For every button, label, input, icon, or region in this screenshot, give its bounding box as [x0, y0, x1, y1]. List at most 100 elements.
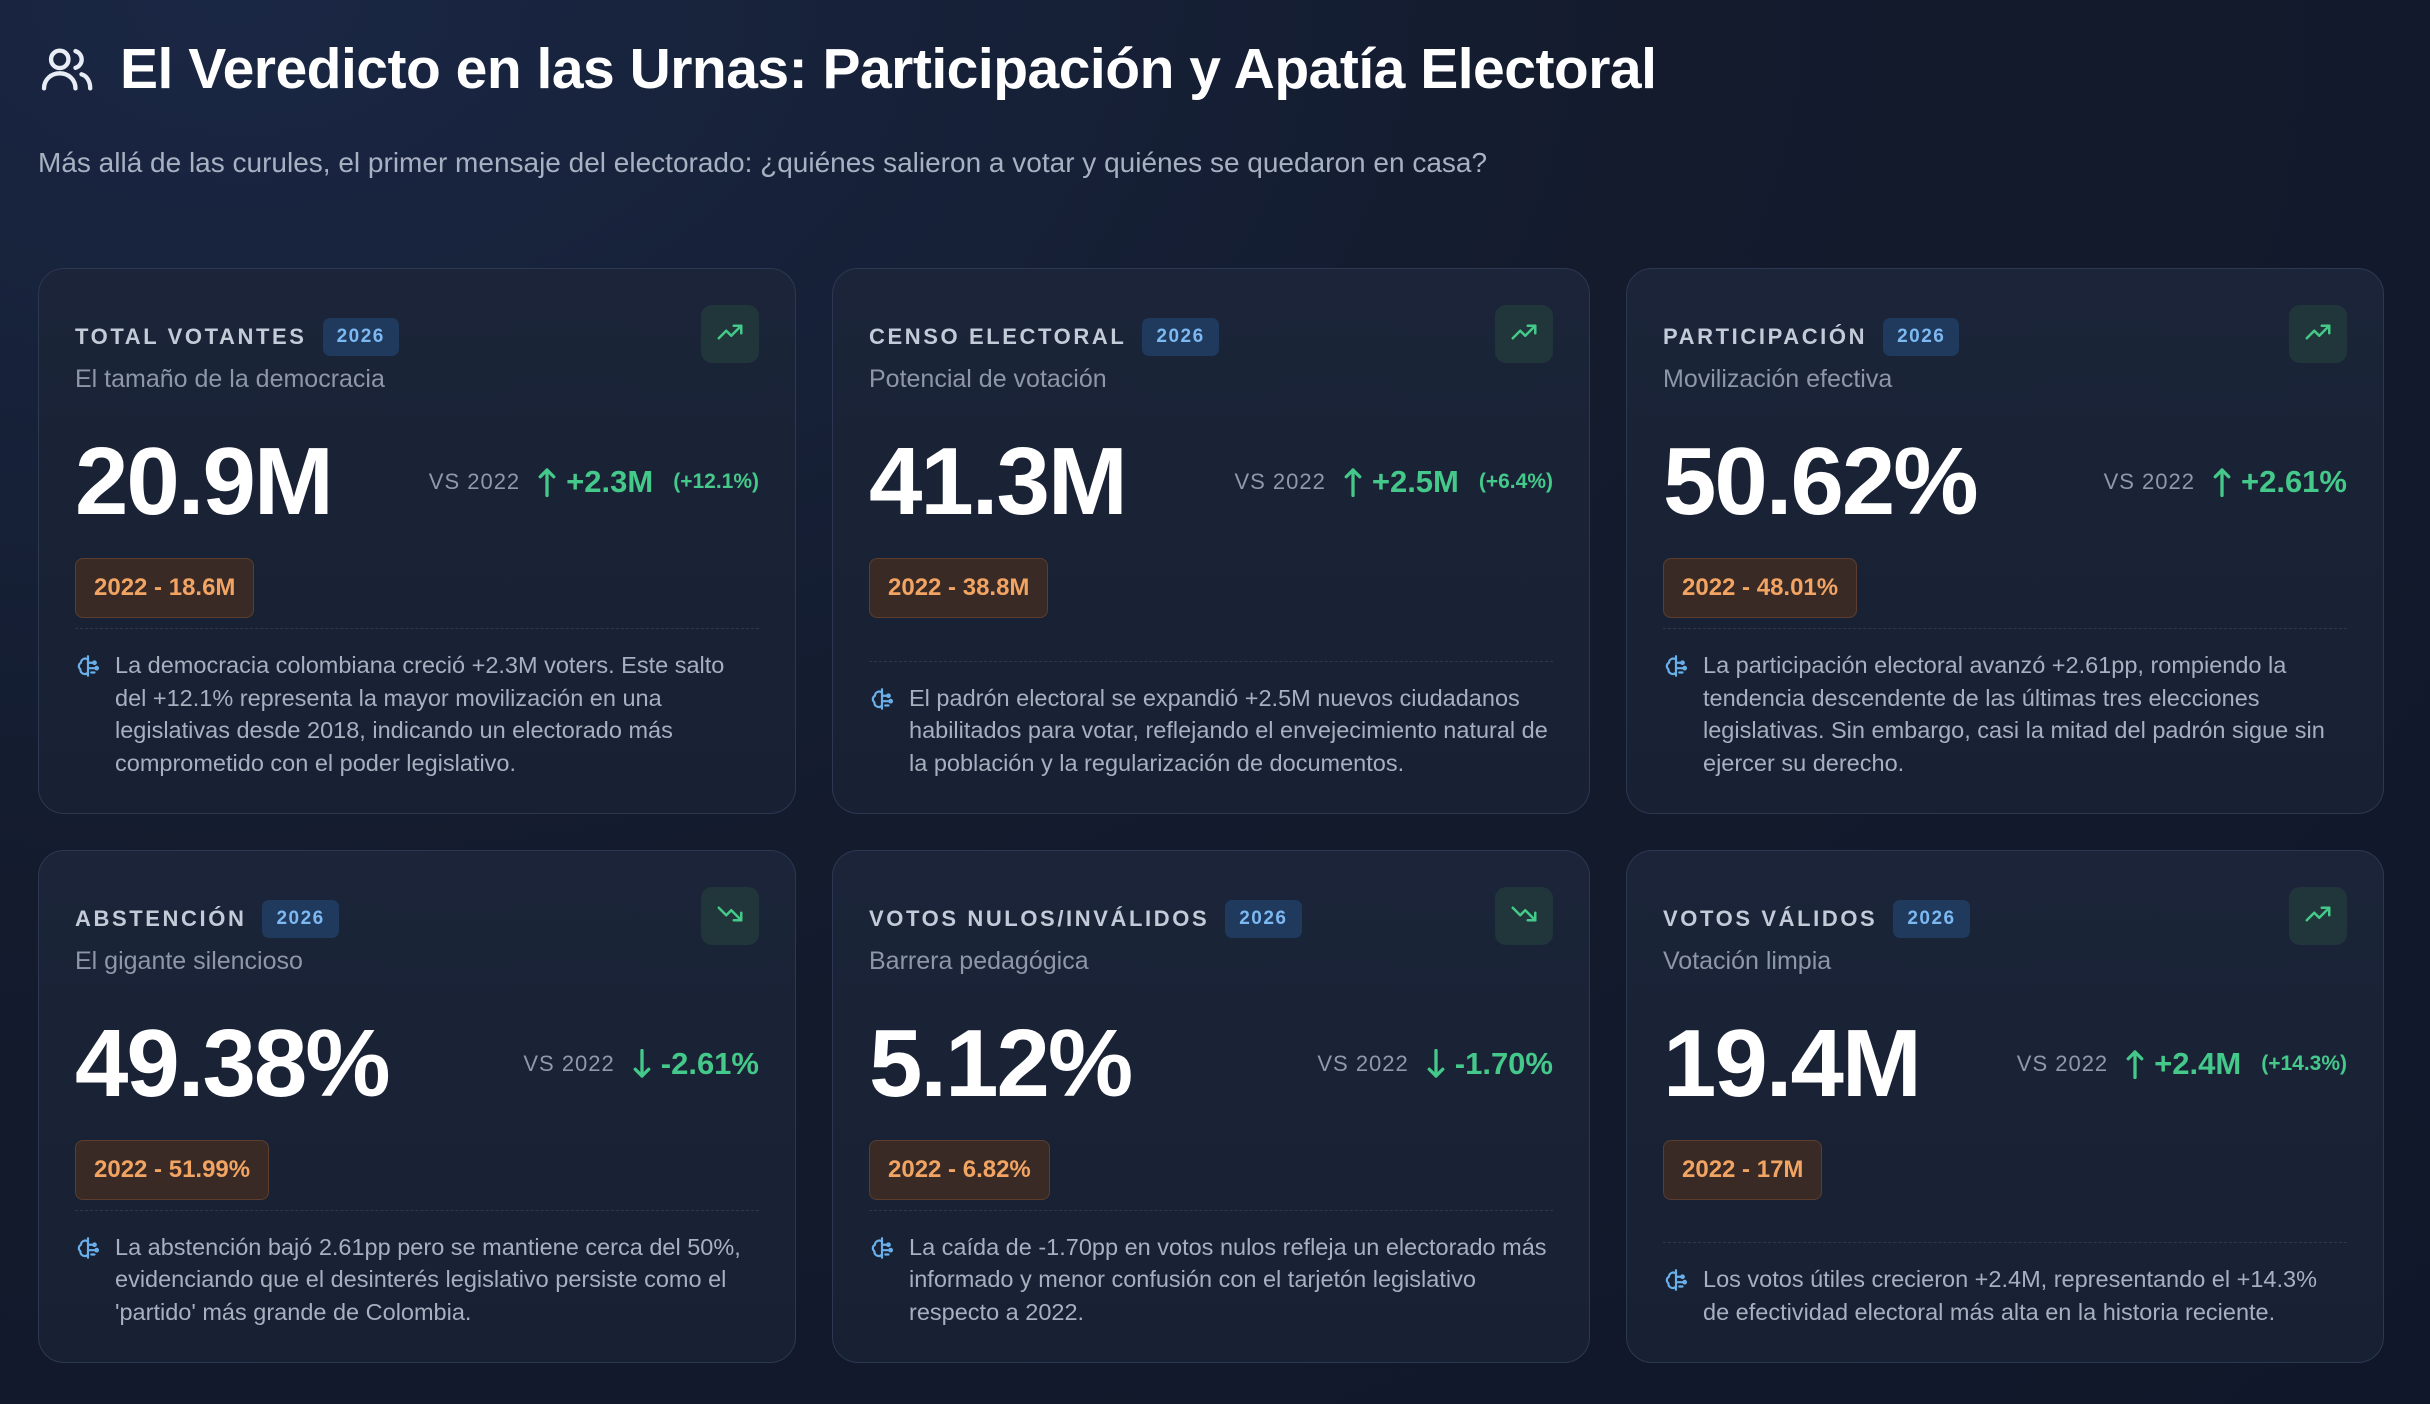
delta-value: +2.61%	[2240, 464, 2347, 499]
insight: La participación electoral avanzó +2.61p…	[1663, 649, 2347, 779]
divider	[1663, 1242, 2347, 1243]
insight: La caída de -1.70pp en votos nulos refle…	[869, 1231, 1553, 1329]
insight-text: La participación electoral avanzó +2.61p…	[1703, 652, 2325, 776]
insight-icon	[869, 686, 895, 780]
trending-up-icon	[715, 317, 745, 352]
users-icon	[38, 40, 96, 98]
insight: La democracia colombiana creció +2.3M vo…	[75, 649, 759, 779]
divider	[869, 660, 1553, 662]
card-description: El gigante silencioso	[75, 947, 303, 975]
year-badge: 2026	[262, 900, 339, 938]
comparison: VS 2022 +2.61%	[2104, 464, 2347, 500]
card-description: Barrera pedagógica	[869, 947, 1089, 975]
delta-value: -2.61%	[660, 1046, 759, 1081]
delta-value: +2.5M	[1371, 464, 1459, 499]
metric-value: 20.9M	[75, 428, 334, 535]
vs-label: VS 2022	[2103, 469, 2195, 494]
comparison: VS 2022 -1.70%	[1317, 1046, 1553, 1082]
trend-button[interactable]	[2289, 305, 2347, 363]
kpi-card-censo-electoral: CENSO ELECTORAL 2026 Potencial de votaci…	[832, 268, 1590, 814]
previous-row: 2022 - 51.99%	[75, 1140, 759, 1202]
trending-up-icon	[1509, 317, 1539, 352]
kpi-card-total-votantes: TOTAL VOTANTES 2026 El tamaño de la demo…	[38, 268, 796, 814]
insight-icon	[75, 1235, 101, 1329]
delta-percent: (+14.3%)	[2261, 1052, 2347, 1075]
metric-row: 49.38% VS 2022 -2.61%	[75, 1012, 759, 1116]
vs-label: VS 2022	[1317, 1051, 1409, 1076]
kpi-card-votos-válidos: VOTOS VÁLIDOS 2026 Votación limpia 19.4M…	[1626, 850, 2384, 1363]
insight-icon	[1663, 653, 1689, 779]
year-badge: 2026	[1225, 900, 1302, 938]
trend-button[interactable]	[2289, 887, 2347, 945]
insight-icon	[1663, 1267, 1689, 1328]
kpi-card-abstención: ABSTENCIÓN 2026 El gigante silencioso 49…	[38, 850, 796, 1363]
vs-label: VS 2022	[523, 1051, 615, 1076]
insight: La abstención bajó 2.61pp pero se mantie…	[75, 1231, 759, 1329]
page-subtitle: Más allá de las curules, el primer mensa…	[38, 147, 1488, 178]
previous-value-badge: 2022 - 17M	[1663, 1140, 1823, 1200]
card-label: TOTAL VOTANTES	[75, 324, 307, 349]
year-badge: 2026	[1883, 318, 1960, 356]
insight-icon	[75, 653, 101, 779]
metric-row: 19.4M VS 2022 +2.4M (+14.3%)	[1663, 1012, 2347, 1116]
previous-row: 2022 - 17M	[1663, 1140, 2347, 1202]
trend-button[interactable]	[1495, 305, 1553, 363]
previous-row: 2022 - 38.8M	[869, 558, 1553, 620]
divider	[1663, 628, 2347, 629]
divider	[75, 628, 759, 629]
insight-text: Los votos útiles crecieron +2.4M, repres…	[1703, 1266, 2317, 1325]
arrow-up-icon	[2126, 1049, 2144, 1079]
previous-value-badge: 2022 - 6.82%	[869, 1140, 1050, 1200]
delta-percent: (+12.1%)	[673, 470, 759, 493]
card-label: PARTICIPACIÓN	[1663, 324, 1868, 349]
card-description: Potencial de votación	[869, 365, 1107, 393]
delta-percent: (+6.4%)	[1478, 470, 1553, 493]
comparison: VS 2022 -2.61%	[523, 1046, 759, 1082]
metric-row: 20.9M VS 2022 +2.3M (+12.1%)	[75, 430, 759, 534]
previous-row: 2022 - 48.01%	[1663, 558, 2347, 620]
insight-text: El padrón electoral se expandió +2.5M nu…	[909, 684, 1548, 776]
year-badge: 2026	[322, 318, 399, 356]
kpi-grid: TOTAL VOTANTES 2026 El tamaño de la demo…	[38, 268, 2384, 1363]
vs-label: VS 2022	[2016, 1051, 2109, 1076]
arrow-down-icon	[1427, 1049, 1445, 1079]
kpi-card-participación: PARTICIPACIÓN 2026 Movilización efectiva…	[1626, 268, 2384, 814]
trend-button[interactable]	[701, 887, 759, 945]
arrow-up-icon	[2213, 467, 2231, 497]
insight-text: La democracia colombiana creció +2.3M vo…	[115, 652, 725, 776]
previous-value-badge: 2022 - 48.01%	[1663, 558, 1858, 618]
card-label: CENSO ELECTORAL	[869, 324, 1127, 349]
insight-icon	[869, 1235, 895, 1329]
comparison: VS 2022 +2.5M (+6.4%)	[1234, 464, 1553, 500]
insight: Los votos útiles crecieron +2.4M, repres…	[1663, 1263, 2347, 1328]
year-badge: 2026	[1142, 318, 1219, 356]
previous-value-badge: 2022 - 18.6M	[75, 558, 255, 618]
vs-label: VS 2022	[428, 469, 521, 494]
divider	[869, 1209, 1553, 1211]
page-title: El Veredicto en las Urnas: Participación…	[120, 37, 1657, 101]
trend-button[interactable]	[701, 305, 759, 363]
trend-button[interactable]	[1495, 887, 1553, 945]
vs-label: VS 2022	[1234, 469, 1326, 494]
metric-value: 19.4M	[1663, 1010, 1922, 1117]
comparison: VS 2022 +2.4M (+14.3%)	[2017, 1046, 2347, 1082]
trending-down-icon	[1509, 899, 1539, 934]
arrow-up-icon	[1344, 467, 1362, 497]
trending-up-icon	[2303, 317, 2333, 352]
trending-down-icon	[715, 899, 745, 934]
arrow-up-icon	[538, 467, 556, 497]
metric-row: 5.12% VS 2022 -1.70%	[869, 1012, 1553, 1116]
arrow-down-icon	[633, 1049, 651, 1079]
card-label: VOTOS NULOS/INVÁLIDOS	[869, 906, 1210, 931]
comparison: VS 2022 +2.3M (+12.1%)	[429, 464, 759, 500]
insight-text: La abstención bajó 2.61pp pero se mantie…	[115, 1233, 741, 1325]
title-row: El Veredicto en las Urnas: Participación…	[38, 34, 2398, 104]
kpi-card-votos-nulos-inválidos: VOTOS NULOS/INVÁLIDOS 2026 Barrera pedag…	[832, 850, 1590, 1363]
delta-value: +2.3M	[566, 464, 654, 499]
delta-value: +2.4M	[2154, 1046, 2242, 1081]
metric-row: 41.3M VS 2022 +2.5M (+6.4%)	[869, 430, 1553, 534]
metric-row: 50.62% VS 2022 +2.61%	[1663, 430, 2347, 534]
insight-text: La caída de -1.70pp en votos nulos refle…	[909, 1233, 1547, 1325]
trending-up-icon	[2303, 899, 2333, 934]
card-description: Votación limpia	[1663, 947, 1832, 975]
